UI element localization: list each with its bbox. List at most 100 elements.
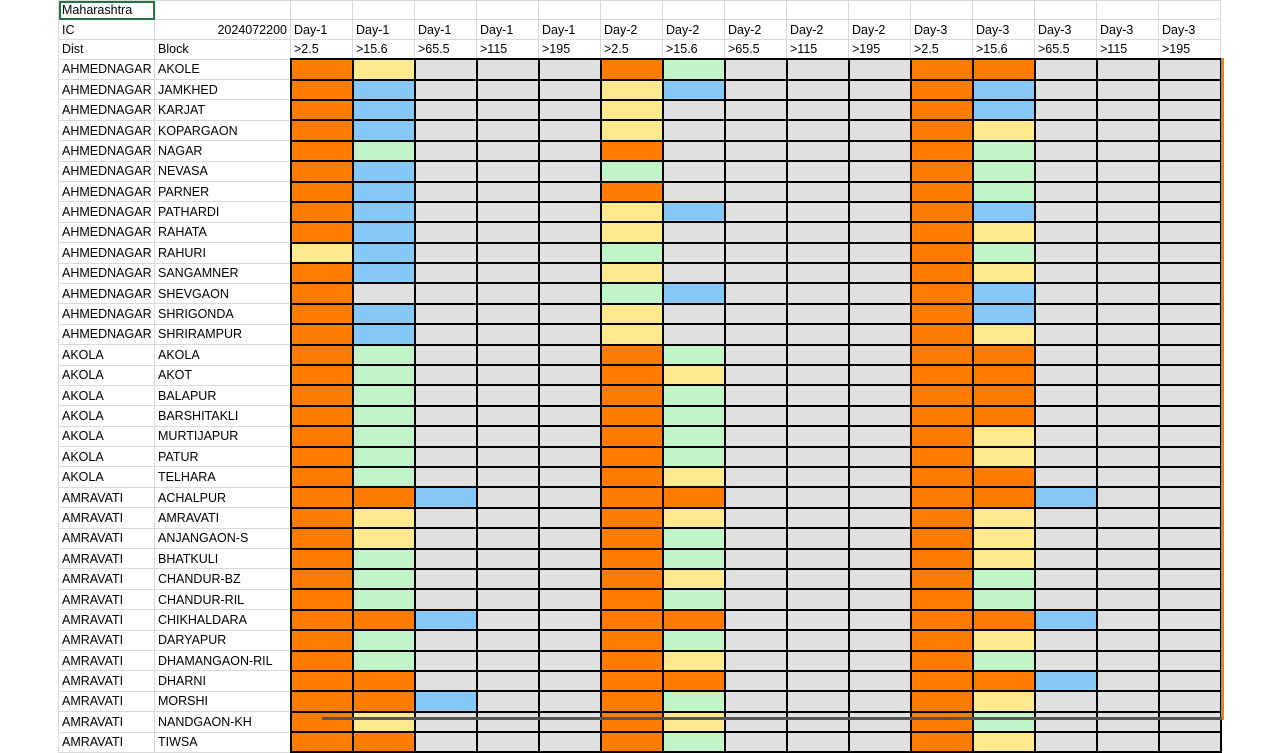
status-color-cell[interactable]: [847, 180, 912, 203]
status-color-cell[interactable]: [289, 343, 354, 367]
status-color-cell[interactable]: [661, 486, 726, 509]
threshold-header-cell[interactable]: >65.5: [724, 38, 787, 60]
status-color-cell[interactable]: [1095, 445, 1160, 469]
status-color-cell[interactable]: [847, 629, 912, 652]
status-color-cell[interactable]: [351, 180, 416, 203]
block-cell[interactable]: MORSHI: [154, 690, 291, 713]
status-color-cell[interactable]: [1033, 669, 1098, 693]
status-color-cell[interactable]: [909, 384, 974, 407]
district-cell[interactable]: AMRAVATI: [58, 731, 155, 753]
threshold-header-cell[interactable]: >2.5: [910, 38, 973, 60]
threshold-header-cell[interactable]: >65.5: [414, 38, 477, 60]
status-color-cell[interactable]: [723, 404, 788, 428]
block-cell[interactable]: SHRIRAMPUR: [154, 323, 291, 346]
status-color-cell[interactable]: [537, 669, 602, 693]
status-color-cell[interactable]: [537, 180, 602, 203]
district-cell[interactable]: AMRAVATI: [58, 588, 155, 611]
status-color-cell[interactable]: [723, 180, 788, 203]
status-color-cell[interactable]: [1095, 58, 1160, 81]
district-cell[interactable]: AHMEDNAGAR: [58, 242, 155, 264]
status-color-cell[interactable]: [599, 486, 664, 509]
block-cell[interactable]: NAGAR: [154, 140, 291, 162]
status-color-cell[interactable]: [909, 78, 974, 101]
district-cell[interactable]: AKOLA: [58, 425, 155, 448]
status-color-cell[interactable]: [971, 241, 1036, 265]
status-color-cell[interactable]: [971, 262, 1036, 285]
status-color-cell[interactable]: [1033, 445, 1098, 469]
status-color-cell[interactable]: [661, 384, 726, 407]
status-color-cell[interactable]: [1095, 629, 1160, 652]
status-color-cell[interactable]: [971, 547, 1036, 570]
status-color-cell[interactable]: [1157, 221, 1222, 244]
status-color-cell[interactable]: [847, 119, 912, 142]
status-color-cell[interactable]: [723, 343, 788, 367]
status-color-cell[interactable]: [413, 669, 478, 693]
status-color-cell[interactable]: [1033, 98, 1098, 122]
status-color-cell[interactable]: [909, 262, 974, 285]
status-color-cell[interactable]: [289, 547, 354, 570]
block-cell[interactable]: BALAPUR: [154, 384, 291, 407]
status-color-cell[interactable]: [847, 58, 912, 81]
district-cell[interactable]: AMRAVATI: [58, 670, 155, 692]
district-cell[interactable]: AMRAVATI: [58, 486, 155, 509]
cell-ic-label[interactable]: IC: [58, 19, 155, 40]
status-color-cell[interactable]: [847, 669, 912, 693]
status-color-cell[interactable]: [413, 139, 478, 163]
status-color-cell[interactable]: [723, 649, 788, 672]
status-color-cell[interactable]: [661, 364, 726, 387]
status-color-cell[interactable]: [475, 200, 540, 224]
district-cell[interactable]: AHMEDNAGAR: [58, 99, 155, 121]
status-color-cell[interactable]: [909, 200, 974, 224]
status-color-cell[interactable]: [1033, 425, 1098, 448]
status-color-cell[interactable]: [909, 343, 974, 367]
status-color-cell[interactable]: [1095, 119, 1160, 142]
day-header-cell[interactable]: Day-3: [910, 19, 973, 40]
status-color-cell[interactable]: [785, 160, 850, 183]
status-color-cell[interactable]: [661, 200, 726, 224]
status-color-cell[interactable]: [599, 629, 664, 652]
status-color-cell[interactable]: [785, 282, 850, 305]
district-cell[interactable]: AHMEDNAGAR: [58, 58, 155, 81]
block-cell[interactable]: PATUR: [154, 446, 291, 468]
status-color-cell[interactable]: [1033, 160, 1098, 183]
status-color-cell[interactable]: [1095, 262, 1160, 285]
status-color-cell[interactable]: [1157, 588, 1222, 611]
status-color-cell[interactable]: [599, 58, 664, 81]
block-cell[interactable]: AKOT: [154, 364, 291, 386]
status-color-cell[interactable]: [413, 302, 478, 326]
status-color-cell[interactable]: [289, 445, 354, 469]
status-color-cell[interactable]: [971, 323, 1036, 346]
status-color-cell[interactable]: [1033, 343, 1098, 367]
status-color-cell[interactable]: [413, 567, 478, 591]
district-cell[interactable]: AMRAVATI: [58, 527, 155, 550]
status-color-cell[interactable]: [599, 241, 664, 265]
district-cell[interactable]: AMRAVATI: [58, 507, 155, 529]
status-color-cell[interactable]: [351, 343, 416, 367]
status-color-cell[interactable]: [661, 323, 726, 346]
status-color-cell[interactable]: [1157, 160, 1222, 183]
status-color-cell[interactable]: [909, 323, 974, 346]
status-color-cell[interactable]: [537, 527, 602, 550]
status-color-cell[interactable]: [413, 221, 478, 244]
status-color-cell[interactable]: [971, 200, 1036, 224]
status-color-cell[interactable]: [847, 200, 912, 224]
status-color-cell[interactable]: [661, 262, 726, 285]
status-color-cell[interactable]: [723, 282, 788, 305]
status-color-cell[interactable]: [723, 465, 788, 489]
day-header-cell[interactable]: Day-3: [972, 19, 1035, 40]
status-color-cell[interactable]: [413, 547, 478, 570]
status-color-cell[interactable]: [723, 98, 788, 122]
status-color-cell[interactable]: [475, 731, 540, 753]
status-color-cell[interactable]: [847, 588, 912, 611]
status-color-cell[interactable]: [413, 282, 478, 305]
status-color-cell[interactable]: [1157, 262, 1222, 285]
status-color-cell[interactable]: [1095, 323, 1160, 346]
status-color-cell[interactable]: [475, 567, 540, 591]
status-color-cell[interactable]: [661, 608, 726, 632]
status-color-cell[interactable]: [1033, 547, 1098, 570]
status-color-cell[interactable]: [289, 506, 354, 530]
status-color-cell[interactable]: [1033, 690, 1098, 713]
status-color-cell[interactable]: [413, 180, 478, 203]
status-color-cell[interactable]: [785, 139, 850, 163]
status-color-cell[interactable]: [475, 221, 540, 244]
